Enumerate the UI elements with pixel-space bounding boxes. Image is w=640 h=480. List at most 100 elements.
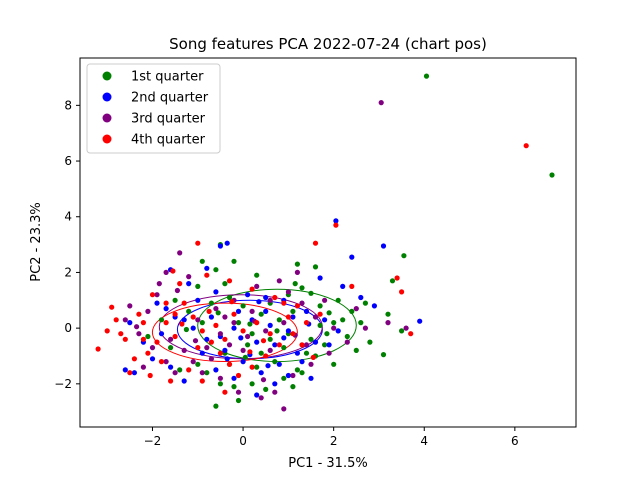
point-s3-10 xyxy=(127,370,133,376)
point-s0-31 xyxy=(226,294,233,301)
point-s1-48 xyxy=(326,342,332,348)
point-s1-45 xyxy=(254,339,260,345)
point-s0-44 xyxy=(401,253,407,259)
point-s1-57 xyxy=(195,297,201,303)
point-s0-76 xyxy=(274,328,280,334)
point-s0-1 xyxy=(549,172,555,178)
point-s3-38 xyxy=(222,389,228,395)
y-tick-label-0: −2 xyxy=(54,377,72,391)
point-s1-42 xyxy=(285,328,291,334)
point-s3-2 xyxy=(312,240,319,246)
x-tick-label-3: 4 xyxy=(420,434,428,448)
point-s0-58 xyxy=(235,320,242,326)
point-s2-30 xyxy=(181,347,187,353)
point-s0-28 xyxy=(276,317,282,323)
point-s3-39 xyxy=(186,367,192,373)
point-s1-22 xyxy=(240,359,246,365)
point-s1-38 xyxy=(285,372,291,379)
point-s0-50 xyxy=(353,347,359,353)
point-s0-11 xyxy=(344,333,350,340)
point-s2-6 xyxy=(136,331,142,337)
point-s1-50 xyxy=(163,306,169,312)
point-s2-20 xyxy=(344,339,350,345)
point-s1-10 xyxy=(245,292,251,298)
point-s2-18 xyxy=(312,314,319,320)
point-s3-62 xyxy=(260,338,267,344)
point-s2-19 xyxy=(331,325,337,331)
point-s2-45 xyxy=(245,333,251,340)
point-s0-33 xyxy=(186,308,192,314)
point-s0-45 xyxy=(389,278,396,284)
point-s2-39 xyxy=(163,269,169,275)
point-s0-69 xyxy=(331,320,337,326)
point-s0-67 xyxy=(199,320,205,326)
legend-label-1: 2nd quarter xyxy=(131,91,209,106)
point-s1-52 xyxy=(290,314,296,320)
point-s2-22 xyxy=(308,361,314,367)
point-s3-45 xyxy=(231,311,237,317)
point-s1-4 xyxy=(224,240,230,246)
point-s3-64 xyxy=(247,349,253,355)
point-s0-21 xyxy=(217,381,223,387)
point-s2-15 xyxy=(267,297,273,303)
point-s2-10 xyxy=(190,359,196,365)
legend-marker-3 xyxy=(102,134,112,144)
point-s2-32 xyxy=(195,317,201,323)
point-s3-42 xyxy=(172,333,178,340)
point-s2-27 xyxy=(235,389,242,395)
point-s1-2 xyxy=(349,254,355,260)
y-tick-label-2: 2 xyxy=(64,265,72,279)
point-s1-51 xyxy=(181,317,187,323)
point-s2-33 xyxy=(213,306,219,312)
point-s3-11 xyxy=(145,350,151,356)
point-s2-56 xyxy=(192,338,199,344)
point-s0-25 xyxy=(245,342,251,348)
point-s1-16 xyxy=(358,294,364,301)
point-s1-54 xyxy=(235,308,242,314)
point-s0-60 xyxy=(158,317,165,323)
point-s0-41 xyxy=(294,261,300,267)
point-s2-28 xyxy=(217,375,223,381)
point-s1-62 xyxy=(158,331,165,337)
legend-box xyxy=(86,63,221,154)
point-s0-19 xyxy=(249,381,255,387)
point-s1-29 xyxy=(149,356,156,362)
point-s0-53 xyxy=(254,364,260,370)
point-s1-41 xyxy=(267,322,273,328)
point-s3-46 xyxy=(254,320,260,326)
point-s2-4 xyxy=(127,303,133,309)
point-s0-49 xyxy=(367,339,373,345)
point-s1-33 xyxy=(181,378,187,384)
point-s2-53 xyxy=(267,347,273,353)
point-s2-0 xyxy=(378,100,384,106)
point-s3-22 xyxy=(249,364,255,370)
point-s0-35 xyxy=(195,283,201,289)
point-s3-31 xyxy=(226,278,233,284)
point-s2-37 xyxy=(294,269,300,275)
legend-label-3: 4th quarter xyxy=(131,133,206,148)
point-s2-42 xyxy=(403,325,409,331)
point-s2-25 xyxy=(258,395,264,401)
point-s1-20 xyxy=(276,361,282,367)
point-s3-27 xyxy=(317,311,323,317)
point-s2-41 xyxy=(362,325,368,331)
point-s3-55 xyxy=(222,336,228,342)
point-s0-15 xyxy=(294,367,300,373)
legend-marker-2 xyxy=(102,113,112,123)
point-s3-28 xyxy=(294,303,300,309)
point-s1-43 xyxy=(231,325,237,331)
point-s0-55 xyxy=(235,397,242,404)
point-s1-30 xyxy=(168,364,174,370)
point-s0-4 xyxy=(292,281,298,287)
point-s3-58 xyxy=(140,336,146,342)
point-s3-1 xyxy=(333,222,339,228)
x-tick-label-1: 0 xyxy=(239,434,247,448)
point-s3-35 xyxy=(136,311,142,317)
point-s2-43 xyxy=(385,320,391,326)
point-s1-25 xyxy=(190,325,196,331)
point-s2-1 xyxy=(186,274,192,280)
point-s2-23 xyxy=(290,372,296,379)
point-s3-24 xyxy=(276,342,282,348)
x-axis-ticks: −2 0 2 4 6 xyxy=(144,427,519,448)
y-tick-label-3: 4 xyxy=(64,210,72,224)
